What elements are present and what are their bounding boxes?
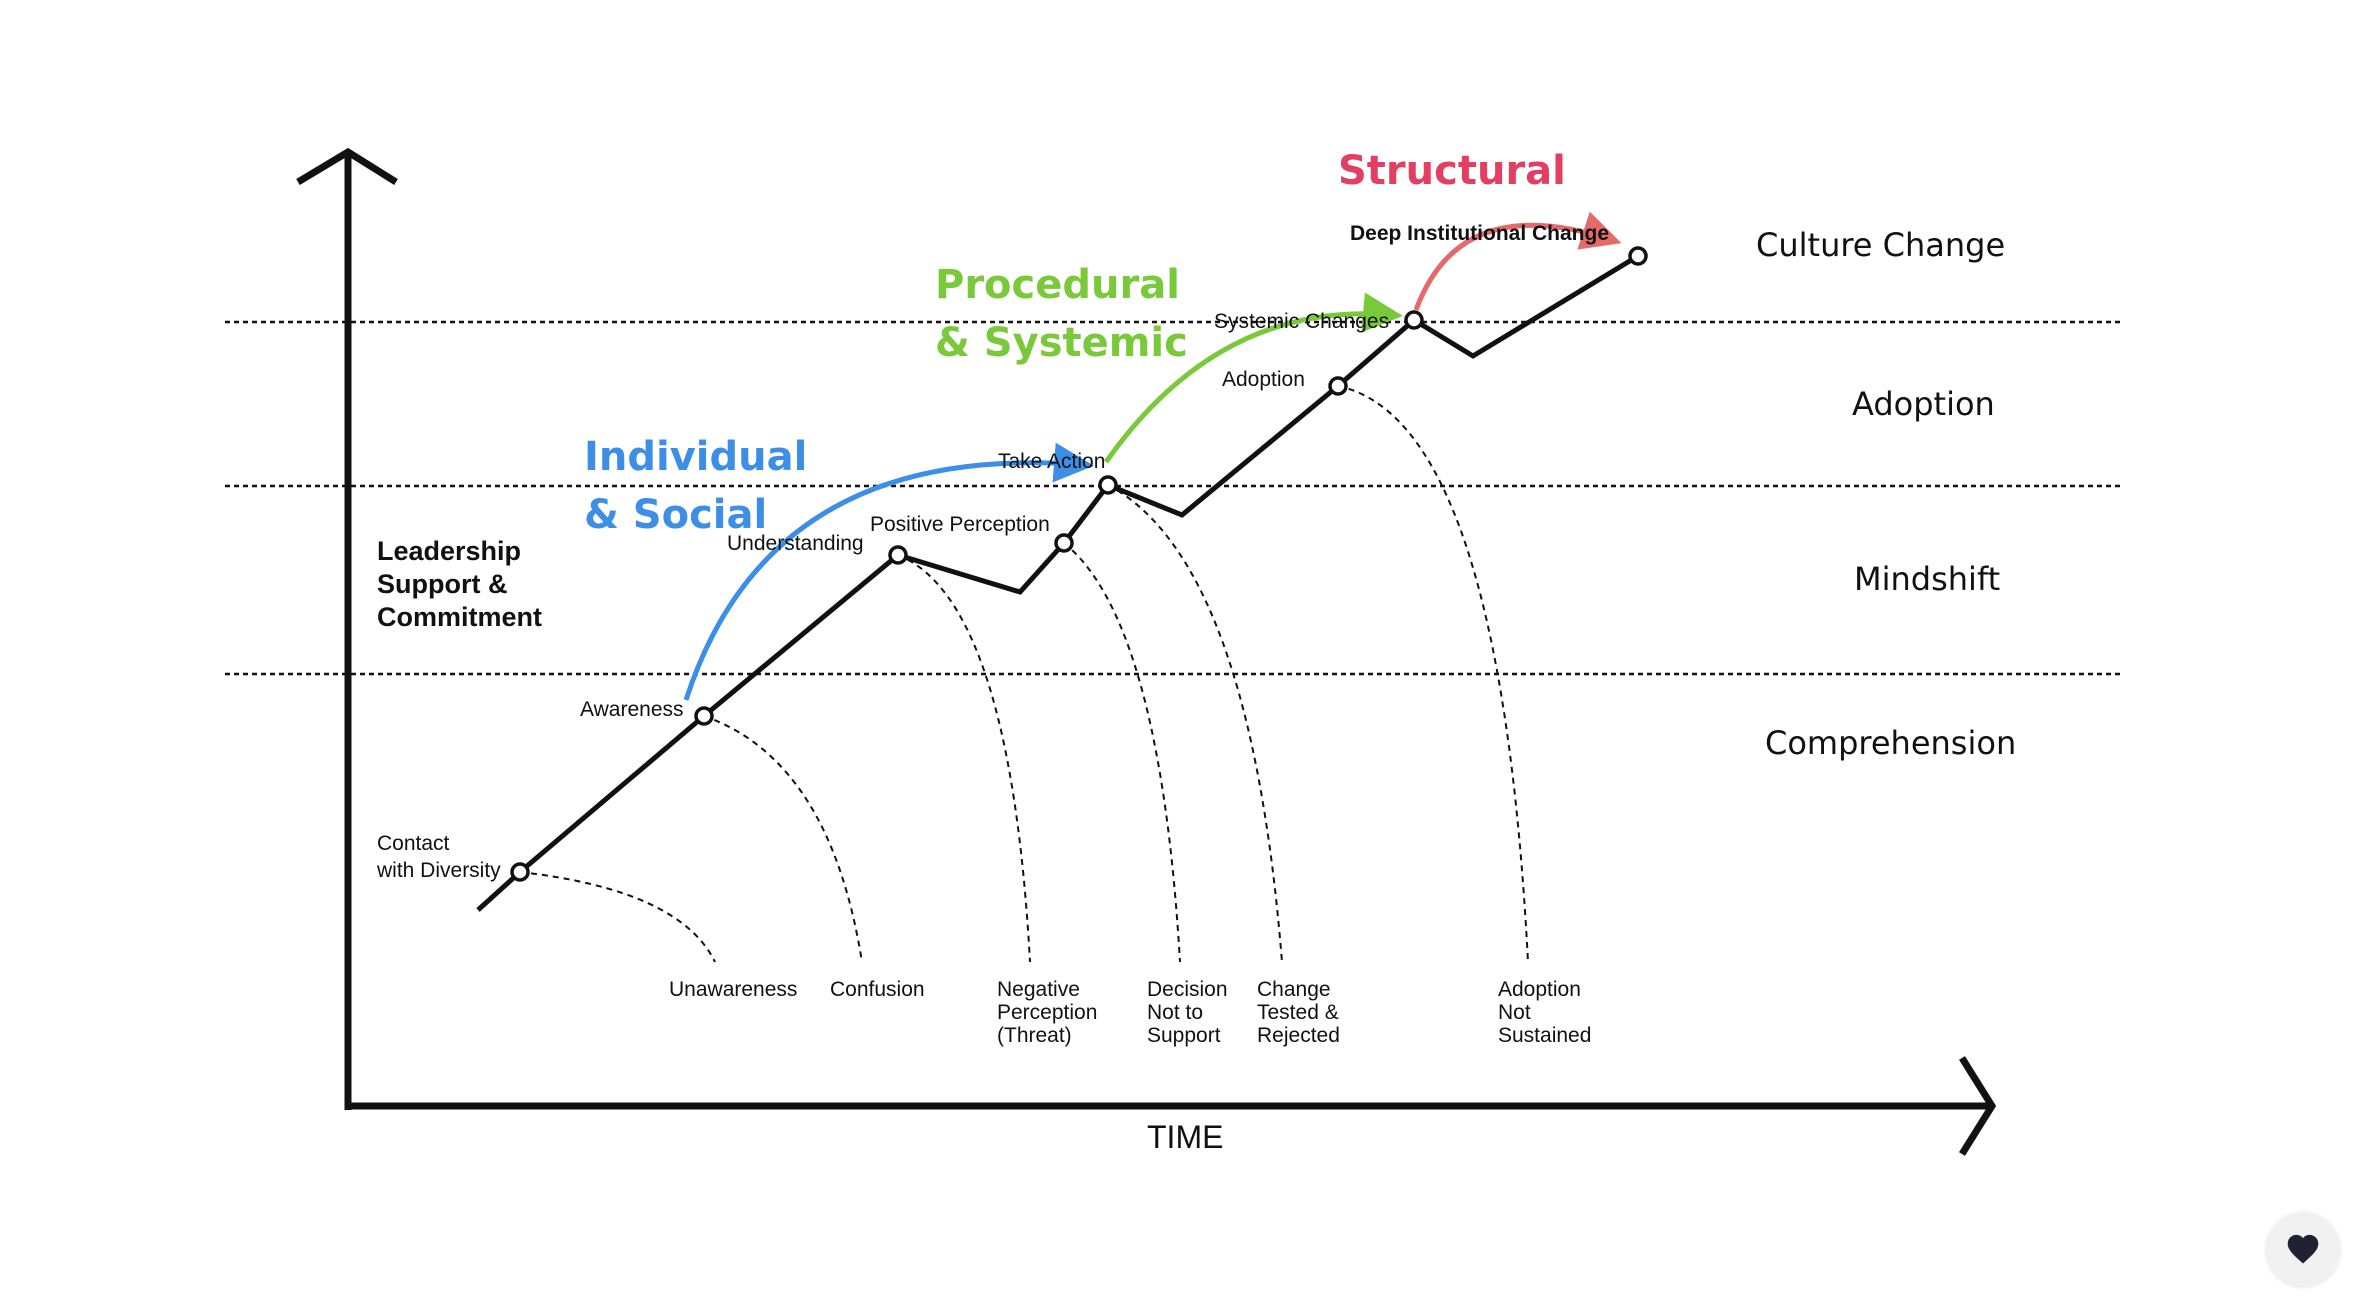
level-mindshift: Mindshift xyxy=(1854,560,2000,598)
stage-awareness: Awareness xyxy=(580,698,684,721)
node-adoption xyxy=(1328,376,1348,396)
outcome-negative-perception: Negative Perception (Threat) xyxy=(997,978,1103,1047)
stage-understanding: Understanding xyxy=(727,532,864,555)
node-deep-change xyxy=(1628,246,1648,266)
outcome-change-rejected: Change Tested & Rejected xyxy=(1257,978,1345,1047)
stage-contact: Contact with Diversity xyxy=(376,832,501,882)
leadership-support-label: Leadership Support & Commitment xyxy=(377,536,542,632)
curve-unawareness xyxy=(519,871,716,963)
individual-social-arrow xyxy=(683,442,1094,701)
level-adoption: Adoption xyxy=(1852,385,1995,423)
stage-systemic-changes: Systemic Changes xyxy=(1214,310,1389,333)
curve-negative-perception xyxy=(897,554,1031,963)
x-axis xyxy=(345,1056,1997,1156)
failure-curves xyxy=(519,385,1529,963)
node-awareness xyxy=(694,706,714,726)
level-comprehension: Comprehension xyxy=(1765,724,2016,762)
node-systemic-changes xyxy=(1404,310,1424,330)
node-take-action xyxy=(1098,475,1118,495)
outcome-confusion: Confusion xyxy=(830,978,925,1001)
y-axis xyxy=(296,147,398,1110)
stage-deep-change: Deep Institutional Change xyxy=(1350,222,1609,245)
stage-positive-perception: Positive Perception xyxy=(870,513,1050,536)
node-understanding xyxy=(1054,533,1074,553)
outcome-unawareness: Unawareness xyxy=(669,978,797,1001)
curve-confusion xyxy=(703,715,863,963)
favorite-button[interactable] xyxy=(2266,1212,2340,1286)
outcome-adoption-not-sustained: Adoption Not Sustained xyxy=(1498,978,1591,1047)
outcome-decision-not-support: Decision Not to Support xyxy=(1147,978,1233,1047)
procedural-systemic-arrow xyxy=(1103,292,1403,464)
x-axis-label: TIME xyxy=(1147,1119,1223,1155)
stage-adoption: Adoption xyxy=(1222,368,1305,391)
curve-change-rejected xyxy=(1107,484,1283,963)
node-contact xyxy=(510,862,530,882)
curve-adoption-not-sustained xyxy=(1337,385,1529,963)
stage-nodes xyxy=(510,246,1648,882)
structural-arrow xyxy=(1413,211,1622,311)
curve-decision-not-support xyxy=(1063,542,1181,963)
node-positive-perception xyxy=(888,545,908,565)
stage-take-action: Take Action xyxy=(998,450,1105,473)
level-culture-change: Culture Change xyxy=(1756,226,2005,264)
category-individual-social: Individual & Social xyxy=(584,434,821,538)
heart-icon xyxy=(2287,1234,2319,1264)
progression-line xyxy=(476,253,1640,912)
category-procedural-systemic: Procedural & Systemic xyxy=(935,262,1194,366)
category-structural: Structural xyxy=(1338,148,1566,194)
